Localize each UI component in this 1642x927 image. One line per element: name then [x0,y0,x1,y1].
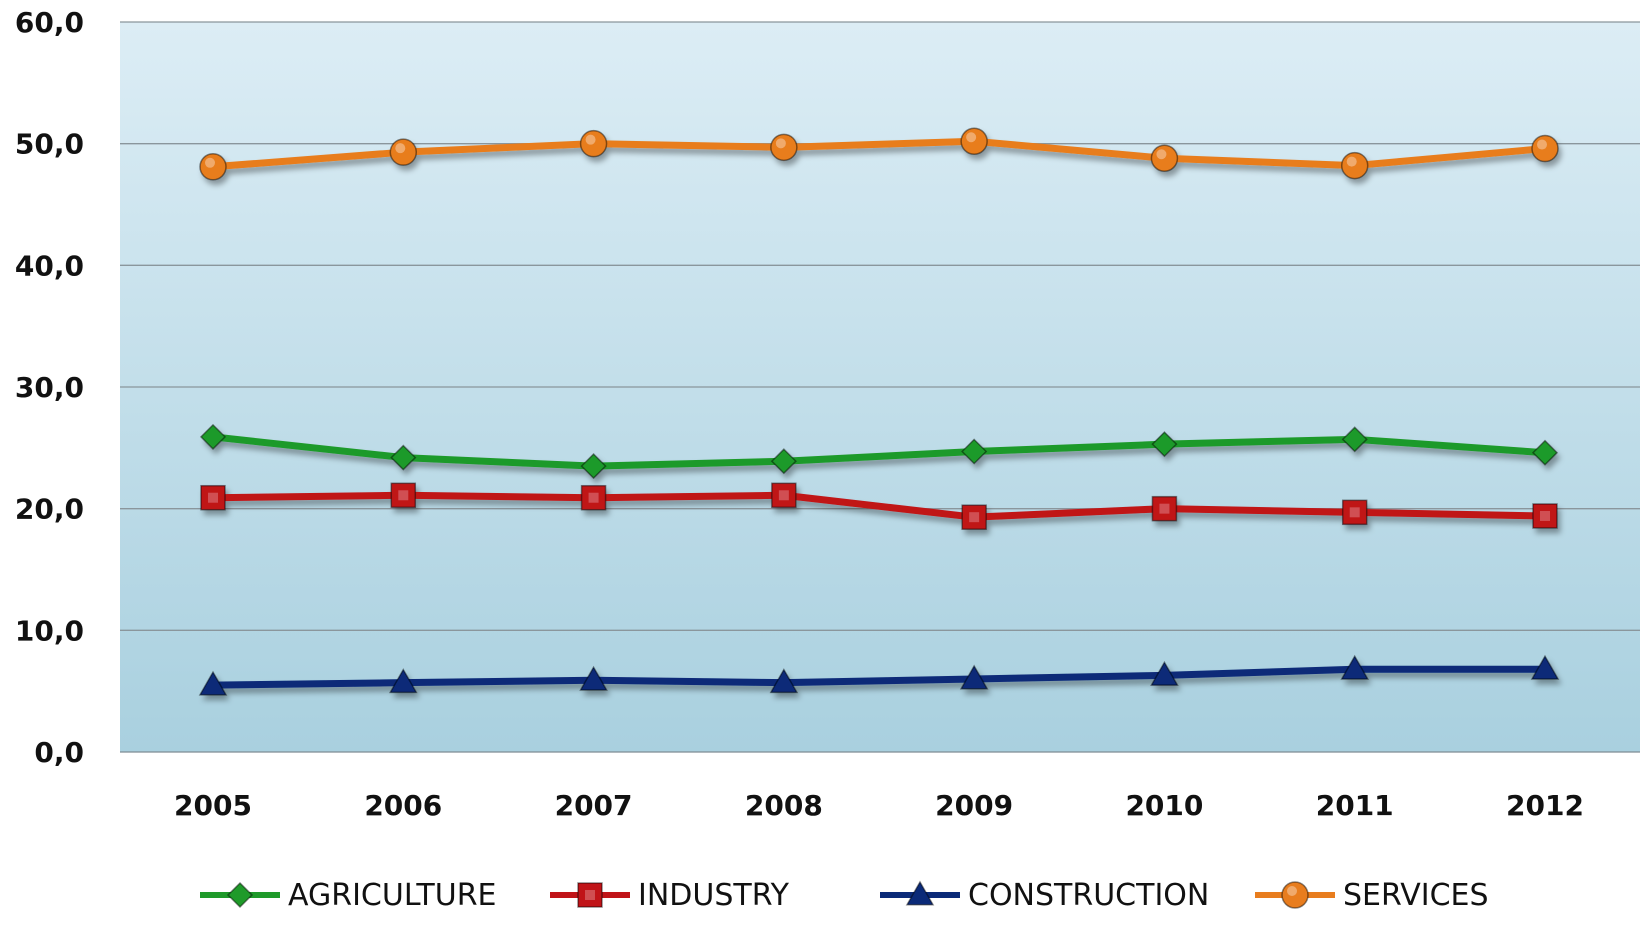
marker-highlight [1346,156,1357,167]
x-axis: 2005 2006 2007 2008 2009 2010 2011 2012 [174,789,1584,822]
legend-label: INDUSTRY [638,878,790,913]
x-tick-label: 2006 [364,789,442,822]
data-point-marker [580,484,607,511]
data-point-marker [959,664,989,690]
series-line [209,137,1549,171]
legend: AGRICULTURE INDUSTRY CONSTRUCTION SERVICES [200,878,1489,913]
y-tick-label: 0,0 [34,736,84,769]
data-point-marker [1340,654,1370,680]
marker-highlight [398,490,409,501]
data-point-marker [1281,881,1309,909]
x-tick-label: 2011 [1316,789,1394,822]
data-point-marker [1150,660,1179,686]
marker-highlight [205,157,215,168]
marker-highlight [208,492,218,503]
legend-item-construction: CONSTRUCTION [880,878,1209,913]
series-industry [200,482,1558,530]
data-point-marker [1532,503,1558,529]
x-tick-label: 2005 [174,789,252,822]
y-tick-label: 30,0 [15,371,84,404]
data-point-marker [577,882,603,908]
data-point-marker [198,670,228,696]
marker-highlight [395,143,406,154]
data-point-marker [961,438,988,465]
series-line [209,491,1549,521]
marker-highlight [585,134,596,145]
marker-highlight [1159,503,1170,514]
marker-highlight [1287,886,1297,896]
marker-highlight [1349,507,1360,518]
y-tick-label: 60,0 [15,6,84,39]
data-point-marker [770,448,797,475]
legend-label: CONSTRUCTION [968,878,1209,913]
data-point-marker [769,668,799,694]
x-tick-label: 2009 [935,789,1013,822]
data-point-marker [226,881,254,909]
series-group [198,127,1560,696]
series-services [199,127,1559,181]
marker-highlight [1540,510,1550,521]
x-tick-label: 2008 [745,789,823,822]
legend-label: SERVICES [1343,878,1489,913]
data-point-marker [580,453,607,480]
y-tick-label: 40,0 [15,249,84,282]
marker-highlight [1537,139,1547,150]
marker-highlight [966,132,977,143]
y-tick-label: 20,0 [15,493,84,526]
data-point-marker [390,444,417,471]
data-point-marker [579,665,608,691]
y-tick-label: 50,0 [15,128,84,161]
marker-highlight [775,138,786,149]
data-point-marker [1151,431,1178,458]
legend-label: AGRICULTURE [288,878,497,913]
data-point-marker [1531,439,1559,466]
legend-item-services: SERVICES [1255,878,1489,913]
marker-highlight [585,890,595,900]
marker-highlight [778,490,789,501]
marker-highlight [969,512,980,523]
data-point-marker [1530,654,1560,680]
data-point-marker [388,668,418,694]
x-tick-label: 2007 [555,789,633,822]
y-tick-label: 10,0 [15,614,84,647]
series-line [209,665,1549,689]
x-tick-label: 2010 [1125,789,1203,822]
data-point-marker [905,880,935,906]
data-point-marker [1341,426,1368,453]
series-line [209,433,1549,470]
legend-item-industry: INDUSTRY [550,878,790,913]
y-axis: 0,0 10,0 20,0 30,0 40,0 50,0 60,0 [15,6,84,769]
marker-highlight [1156,149,1167,160]
legend-item-agriculture: AGRICULTURE [200,878,497,913]
series-agriculture [199,423,1559,480]
data-point-marker [199,423,227,450]
marker-highlight [588,492,599,503]
x-tick-label: 2012 [1506,789,1584,822]
data-point-marker [771,482,797,509]
series-construction [198,654,1560,696]
